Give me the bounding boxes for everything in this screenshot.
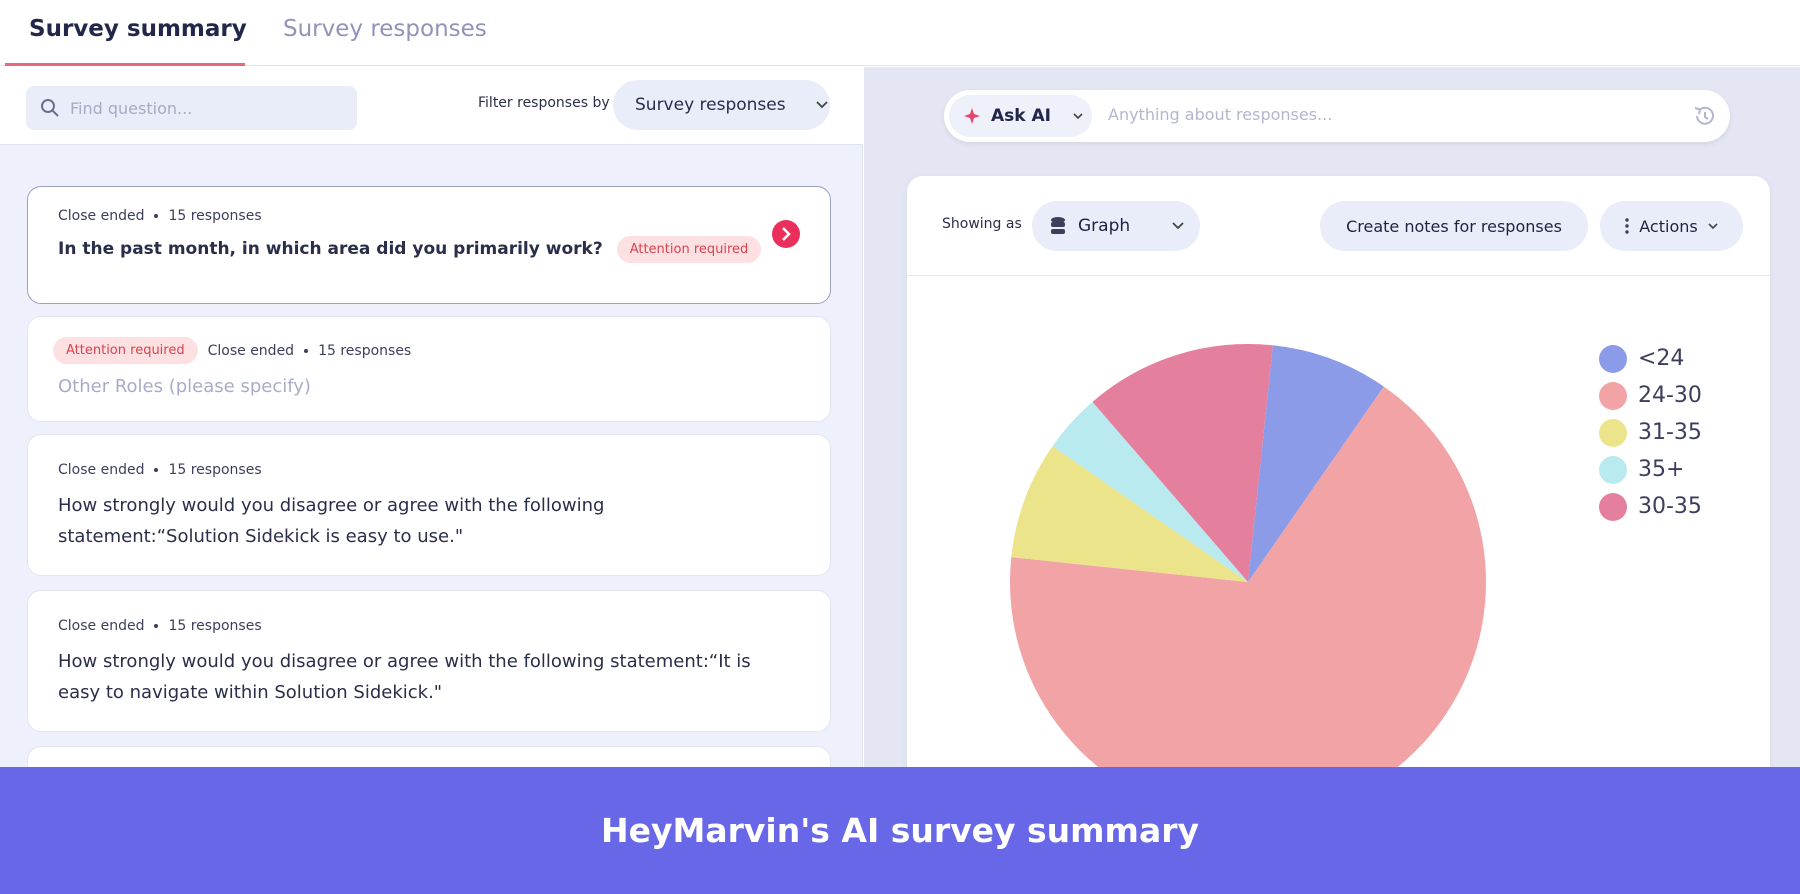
attention-badge: Attention required [53,337,198,364]
view-value: Graph [1078,216,1131,236]
response-count: 15 responses [168,462,262,478]
chevron [1172,222,1184,230]
actions-button[interactable]: Actions [1600,201,1743,251]
search-box[interactable]: Find question... [26,86,357,130]
filter-dropdown[interactable]: Survey responses [613,80,830,130]
pie-chart: <24 24-30 31-35 35+ 30-35 [1010,344,1702,796]
chevron [1708,222,1718,229]
filter-label: Filter responses by [478,95,610,111]
separator [154,214,159,218]
banner-text: HeyMarvin's AI survey summary [600,811,1199,850]
question-card[interactable]: Close ended 15 responses How strongly wou… [27,590,831,732]
ask-ai-input[interactable]: Anything about responses... [1108,105,1333,124]
response-count: 15 responses [168,208,262,224]
question-text: Other Roles (please specify) [58,376,311,397]
question-card[interactable]: Attention required Close ended 15 response… [27,316,831,422]
pie-slice [1092,344,1273,582]
open-button[interactable] [772,220,800,248]
tab-bar [0,0,1800,66]
pie-slice [1010,386,1486,796]
ask-ai-bar: Ask AI Anything about responses... [944,90,1730,142]
chart-card: Showing as Graph Create notes for respon… [907,176,1770,796]
pie-slice [1052,401,1248,582]
legend-label: 35+ [1638,457,1684,482]
create-notes-button[interactable]: Create notes for responses [1320,201,1588,251]
search-placeholder: Find question... [70,98,193,118]
kebab-icon [1625,218,1629,234]
create-notes-label: Create notes for responses [1346,216,1562,236]
database-icon [1051,217,1065,234]
legend-label: <24 [1638,346,1684,371]
legend-label: 24-30 [1638,383,1702,408]
legend-swatch [1599,382,1627,410]
question-card[interactable]: Close ended 15 responses In the past mont… [27,186,831,304]
divider [907,275,1770,276]
response-count: 15 responses [168,618,262,634]
question-type: Close ended [58,208,145,224]
legend-swatch [1599,493,1627,521]
legend-swatch [1599,345,1627,373]
question-text: How strongly would you disagree or agree… [58,495,605,547]
separator [154,468,159,472]
actions-label: Actions [1639,216,1698,236]
legend-label: 31-35 [1638,420,1702,445]
separator [154,624,159,628]
question-type: Close ended [58,462,145,478]
chevron [1073,112,1083,119]
banner: HeyMarvin's AI survey summary [0,767,1800,894]
response-count: 15 responses [318,342,412,359]
history-icon[interactable] [1692,104,1716,128]
ask-ai-label: Ask AI [991,106,1051,126]
tab-active[interactable]: Survey summary [29,16,247,42]
separator [304,348,309,353]
pie-slice [1248,345,1384,582]
attention-badge: Attention required [616,236,762,263]
tab-underline [5,63,245,66]
search-icon [41,99,59,117]
chevron [815,101,828,109]
ask-ai-button[interactable]: Ask AI [949,95,1092,137]
pie-slice [1011,446,1248,582]
question-text: How strongly would you disagree or agree… [58,651,751,703]
question-card[interactable]: Close ended 15 responses How strongly wou… [27,434,831,576]
legend-swatch [1599,419,1627,447]
question-type: Close ended [58,618,145,634]
tab[interactable]: Survey responses [283,16,487,42]
question-text: In the past month, in which area did you… [58,239,603,259]
question-type: Close ended [207,342,295,359]
filter-value: Survey responses [635,95,786,115]
legend-label: 30-35 [1638,494,1702,519]
sparkle-icon [964,108,980,124]
showing-as-label: Showing as [942,216,1022,232]
legend-swatch [1599,456,1627,484]
view-dropdown[interactable]: Graph [1032,201,1200,251]
